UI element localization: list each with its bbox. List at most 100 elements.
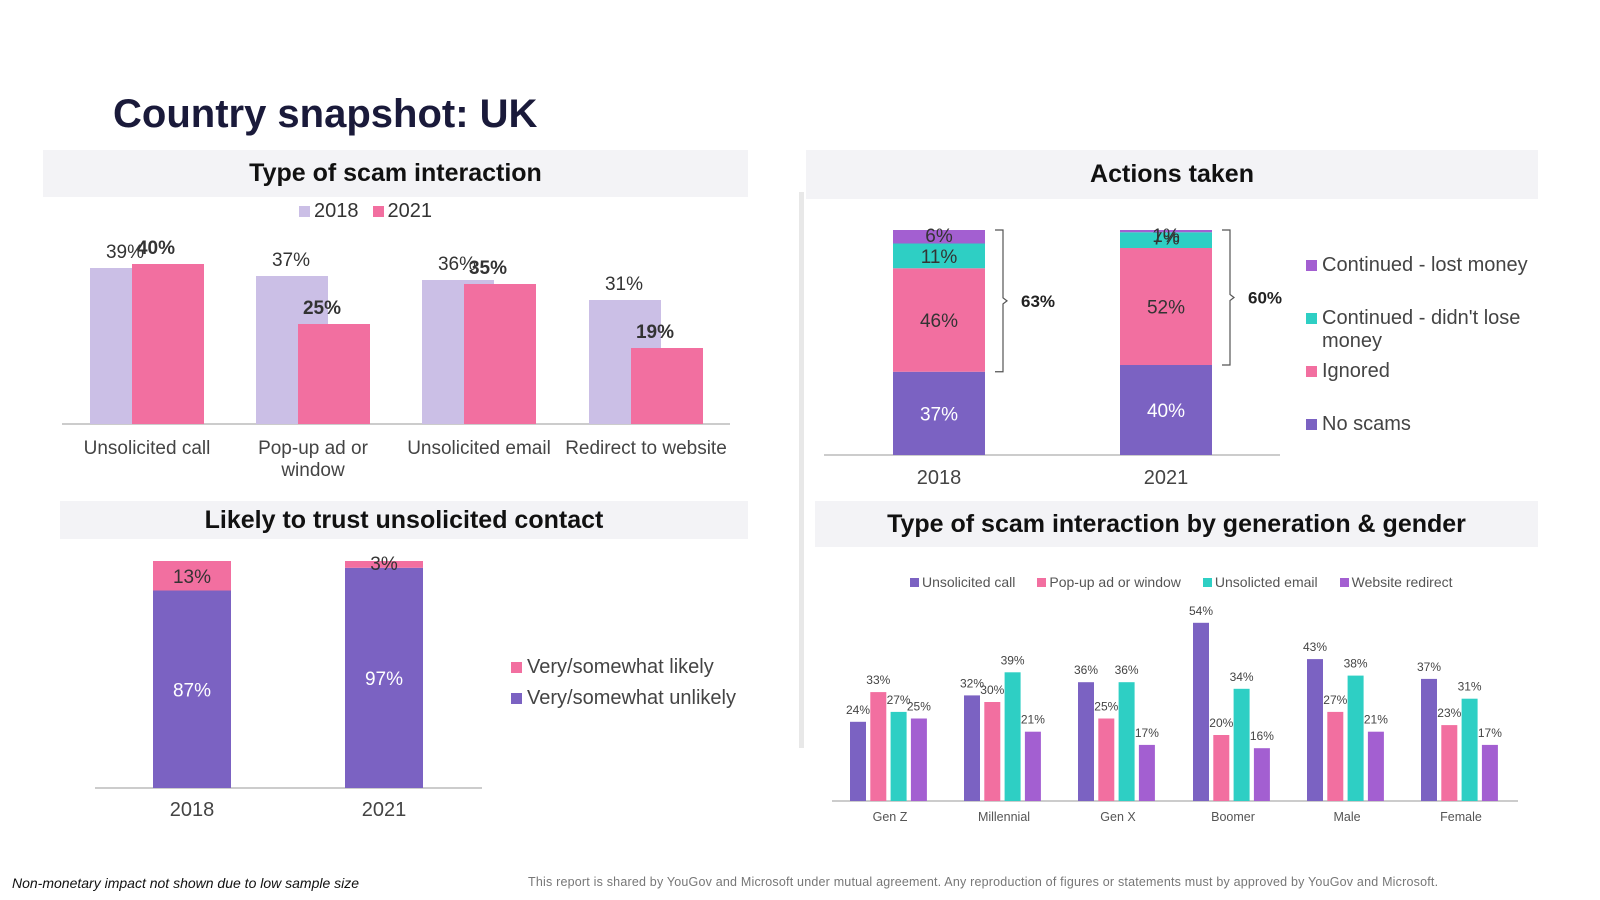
legend-label: 2021: [387, 200, 433, 222]
data-label: 1%: [1152, 226, 1180, 247]
legend-item-call: Unsolicited call: [910, 574, 1015, 590]
x-tick-label: Unsolicited email: [407, 438, 551, 459]
x-tick-label: 2018: [917, 467, 962, 489]
legend-swatch: [299, 206, 310, 217]
legend-swatch: [1306, 419, 1317, 430]
legend-item-email: Unsolicted email: [1202, 574, 1318, 590]
legend-item-2021: 2021: [372, 200, 433, 223]
x-tick-label: Boomer: [1211, 810, 1255, 824]
bar-unsolicited-call: [1193, 622, 1209, 801]
data-label: 25%: [1094, 700, 1118, 714]
legend-item-redirect: Website redirect: [1339, 574, 1453, 590]
data-label: 38%: [1344, 657, 1368, 671]
chart-title-scam-interaction: Type of scam interaction: [43, 150, 748, 197]
legend-swatch: [1202, 577, 1212, 587]
x-tick-label: Gen X: [1100, 810, 1136, 824]
data-label: 16%: [1250, 729, 1274, 743]
x-tick-label: Pop-up ad or: [258, 438, 369, 459]
bar-pop-up-ad-or-window: [1098, 718, 1115, 801]
bar-website-redirect: [1024, 731, 1041, 801]
data-label: 6%: [925, 226, 953, 247]
x-tick-label: 2018: [170, 799, 215, 821]
legend-label: Pop-up ad or window: [1049, 574, 1181, 590]
x-tick-label: Female: [1440, 810, 1482, 824]
bar-unsolicited-call: [1078, 682, 1094, 801]
bar-website-redirect: [1481, 744, 1498, 801]
bracket: [995, 229, 1008, 373]
data-label: 31%: [1458, 680, 1482, 694]
stack-segment: [1120, 232, 1212, 248]
data-label: 21%: [1021, 713, 1045, 727]
data-label: 17%: [1478, 726, 1502, 740]
bar-unsolicited-call: [850, 721, 866, 801]
bar-unsolicited-call: [1307, 659, 1323, 801]
legend-swatch: [1306, 313, 1317, 324]
legend-swatch: [372, 206, 384, 217]
legend-scam-interaction: 2018 2021: [299, 200, 432, 223]
panel-divider: [799, 192, 804, 748]
bar-website-redirect: [1367, 731, 1384, 801]
data-label: 52%: [1147, 298, 1185, 319]
bracket-label: 63%: [1021, 292, 1055, 311]
bar-unsolicted-email: [890, 711, 907, 801]
data-label-2018: 36%: [438, 254, 476, 275]
data-label: 27%: [887, 693, 911, 707]
legend-by-generation: Unsolicited call Pop-up ad or window Uns…: [910, 574, 1453, 590]
stack-segment: [345, 561, 423, 568]
stack-segment: [153, 590, 231, 788]
data-label: 40%: [1147, 401, 1185, 422]
x-tick-label: Redirect to website: [565, 438, 727, 459]
data-label: 33%: [866, 673, 890, 687]
data-label: 7%: [1152, 228, 1180, 249]
legend-label: Unsolicted email: [1214, 574, 1318, 590]
legend-swatch: [1339, 577, 1349, 587]
data-label: 36%: [1115, 663, 1139, 677]
data-label: 34%: [1230, 670, 1254, 684]
stack-segment: [153, 561, 231, 591]
stack-segment: [1120, 365, 1212, 455]
stack-segment: [893, 243, 985, 269]
bar-website-redirect: [910, 718, 927, 801]
x-tick-label: 2021: [1144, 467, 1189, 489]
bar-website-redirect: [1253, 748, 1270, 801]
legend-item-popup: Pop-up ad or window: [1037, 574, 1181, 590]
x-tick-label: Unsolicited call: [84, 438, 211, 459]
bar-unsolicted-email: [1118, 682, 1135, 801]
footnote: Non-monetary impact not shown due to low…: [12, 875, 360, 891]
data-label: 23%: [1437, 706, 1461, 720]
data-label-2021: 35%: [469, 258, 507, 279]
legend-label: Ignored: [1322, 360, 1390, 382]
legend-swatch: [511, 693, 522, 704]
bar-2021: [464, 284, 536, 424]
data-label: 27%: [1323, 693, 1347, 707]
data-label-2021: 40%: [137, 238, 175, 259]
bar-unsolicted-email: [1461, 698, 1478, 801]
bar-pop-up-ad-or-window: [984, 702, 1001, 801]
data-label: 24%: [846, 703, 870, 717]
data-label: 13%: [173, 567, 211, 588]
x-tick-label: window: [280, 460, 345, 481]
data-label: 36%: [1074, 663, 1098, 677]
legend-label: Very/somewhat unlikely: [527, 687, 736, 709]
x-tick-label: Gen Z: [873, 810, 908, 824]
data-label-2021: 19%: [636, 322, 674, 343]
legend-label: No scams: [1322, 413, 1411, 435]
data-label-2018: 31%: [605, 274, 643, 295]
x-tick-label: Male: [1333, 810, 1360, 824]
data-label: 46%: [920, 311, 958, 332]
stack-segment: [1120, 248, 1212, 365]
data-label: 3%: [370, 554, 398, 575]
stack-segment: [1120, 230, 1212, 233]
bar-pop-up-ad-or-window: [1213, 735, 1230, 801]
bar-unsolicited-call: [964, 695, 980, 801]
data-label-2018: 39%: [106, 242, 144, 263]
legend-item-2018: 2018: [299, 200, 359, 223]
legend-item-no-loss: Continued - didn't lose: [1306, 307, 1520, 330]
data-label: 30%: [980, 683, 1004, 697]
legend-swatch: [511, 662, 522, 673]
bar-website-redirect: [1138, 744, 1155, 801]
bar-unsolicted-email: [1233, 688, 1250, 801]
legend-item-unlikely: Very/somewhat unlikely: [511, 687, 736, 710]
legend-label: 2018: [314, 200, 359, 222]
legend-label: Continued - didn't lose: [1322, 307, 1521, 329]
